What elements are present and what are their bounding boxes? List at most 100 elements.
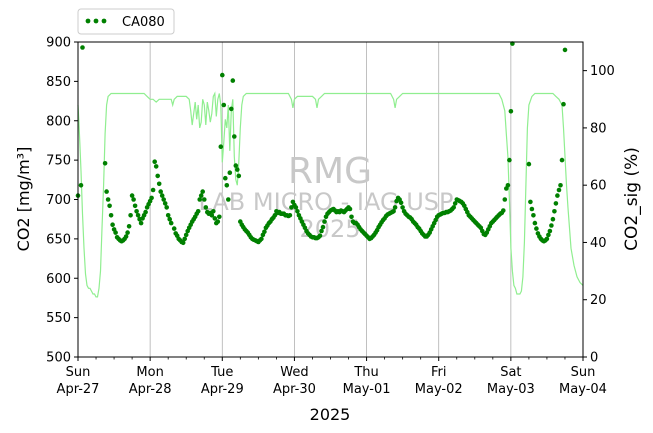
grid-lines bbox=[149, 42, 512, 357]
co2-point bbox=[528, 199, 533, 205]
legend-marker bbox=[85, 18, 91, 24]
x-tick-date: May-03 bbox=[487, 382, 535, 397]
co2-point bbox=[107, 203, 112, 209]
y-axis-label: CO2 [mg/m³] bbox=[14, 147, 33, 252]
co2-point bbox=[452, 201, 458, 206]
co2-point bbox=[152, 159, 157, 164]
co2-point bbox=[129, 193, 135, 198]
co2-point bbox=[104, 189, 109, 194]
co2-point bbox=[391, 209, 396, 214]
x-tick-day: Fri bbox=[431, 365, 447, 380]
y-axis-right: 0 20 40 60 80 100 bbox=[583, 64, 615, 366]
co2-point bbox=[168, 220, 174, 226]
co2-point bbox=[262, 229, 267, 235]
y2-tick-label: 100 bbox=[590, 64, 615, 79]
co2-point bbox=[259, 236, 264, 242]
co2-point bbox=[295, 209, 300, 214]
co2-point bbox=[317, 233, 323, 238]
co2-point bbox=[534, 226, 539, 231]
co2-point bbox=[221, 102, 227, 108]
co2-point bbox=[556, 187, 562, 193]
co2-point bbox=[505, 183, 511, 188]
y-tick-label: 800 bbox=[46, 114, 71, 129]
legend: CA080 bbox=[77, 8, 175, 35]
y-tick-label: 850 bbox=[46, 75, 71, 90]
co2-point bbox=[134, 209, 139, 214]
co2-point bbox=[400, 205, 405, 210]
y-tick-label: 500 bbox=[46, 351, 71, 366]
co2-point bbox=[105, 197, 111, 202]
y2-axis-label: CO2_sig (%) bbox=[622, 147, 642, 251]
co2-point bbox=[220, 72, 225, 78]
x-tick-day: Sun bbox=[571, 365, 596, 380]
co2-point bbox=[224, 183, 230, 188]
co2-point bbox=[182, 236, 187, 242]
co2-point bbox=[158, 189, 163, 194]
x-axis-label: 2025 bbox=[310, 405, 351, 424]
co2-point bbox=[150, 187, 156, 193]
x-tick-date: May-02 bbox=[415, 382, 463, 397]
co2-point bbox=[547, 228, 553, 234]
co2-point bbox=[531, 213, 536, 218]
co2-point bbox=[236, 173, 242, 179]
x-tick-day: Sun bbox=[66, 365, 91, 380]
co2-point bbox=[131, 197, 136, 202]
y-axis-left: 500 550 600 650 700 750 800 850 900 bbox=[46, 36, 78, 366]
co2-point bbox=[507, 157, 512, 163]
co2-point bbox=[126, 224, 132, 229]
co2-point bbox=[229, 106, 234, 112]
x-tick-date: Apr-30 bbox=[273, 382, 316, 397]
co2-point bbox=[546, 232, 551, 238]
co2-point bbox=[155, 173, 160, 179]
y2-tick-label: 20 bbox=[590, 293, 607, 308]
x-tick-date: Apr-28 bbox=[129, 382, 172, 397]
co2-point bbox=[78, 183, 84, 188]
co2-point bbox=[198, 193, 204, 198]
y-tick-label: 750 bbox=[46, 154, 71, 169]
co2-point bbox=[165, 213, 171, 218]
legend-box bbox=[77, 8, 175, 35]
co2-point bbox=[532, 220, 538, 226]
co2-point bbox=[203, 205, 209, 210]
co2-point bbox=[549, 223, 554, 228]
co2-point bbox=[218, 144, 224, 149]
co2-point bbox=[508, 109, 514, 114]
co2-point bbox=[149, 195, 154, 201]
y2-tick-label: 60 bbox=[590, 179, 607, 194]
co2-point bbox=[526, 161, 532, 167]
x-axis: Sun Apr-27 Mon Apr-28 Tue Apr-29 Wed Apr-30 Thu M… bbox=[57, 357, 607, 397]
co2-point bbox=[171, 226, 177, 231]
co2-point bbox=[183, 232, 189, 238]
y-tick-label: 650 bbox=[46, 232, 71, 247]
co2-point bbox=[398, 200, 404, 205]
co2-point bbox=[347, 206, 353, 212]
co2-point bbox=[195, 209, 201, 214]
y2-tick-label: 40 bbox=[590, 236, 607, 251]
x-tick-date: May-04 bbox=[559, 382, 607, 397]
x-tick-day: Sat bbox=[500, 365, 521, 380]
co2-point bbox=[392, 205, 398, 210]
co2-point bbox=[555, 193, 560, 198]
legend-marker bbox=[101, 18, 107, 24]
co2-point bbox=[162, 201, 168, 206]
co2-point bbox=[322, 219, 327, 224]
y-tick-label: 700 bbox=[46, 193, 71, 208]
y2-tick-label: 0 bbox=[590, 351, 598, 366]
co2-point bbox=[320, 224, 326, 230]
co2-point bbox=[110, 222, 115, 227]
co2-point bbox=[544, 236, 550, 242]
co2-point bbox=[180, 240, 186, 246]
x-tick-date: May-01 bbox=[343, 382, 391, 397]
sig-line bbox=[77, 91, 584, 298]
co2-point bbox=[223, 175, 228, 181]
co2-point bbox=[562, 47, 568, 53]
legend-marker bbox=[93, 18, 99, 24]
co2-point bbox=[138, 220, 144, 226]
y-tick-label: 550 bbox=[46, 311, 71, 326]
co2-point bbox=[102, 161, 108, 166]
x-tick-date: Apr-29 bbox=[201, 382, 244, 397]
legend-label: CA080 bbox=[122, 15, 165, 30]
co2-point bbox=[232, 134, 237, 139]
co2-point bbox=[217, 214, 222, 220]
